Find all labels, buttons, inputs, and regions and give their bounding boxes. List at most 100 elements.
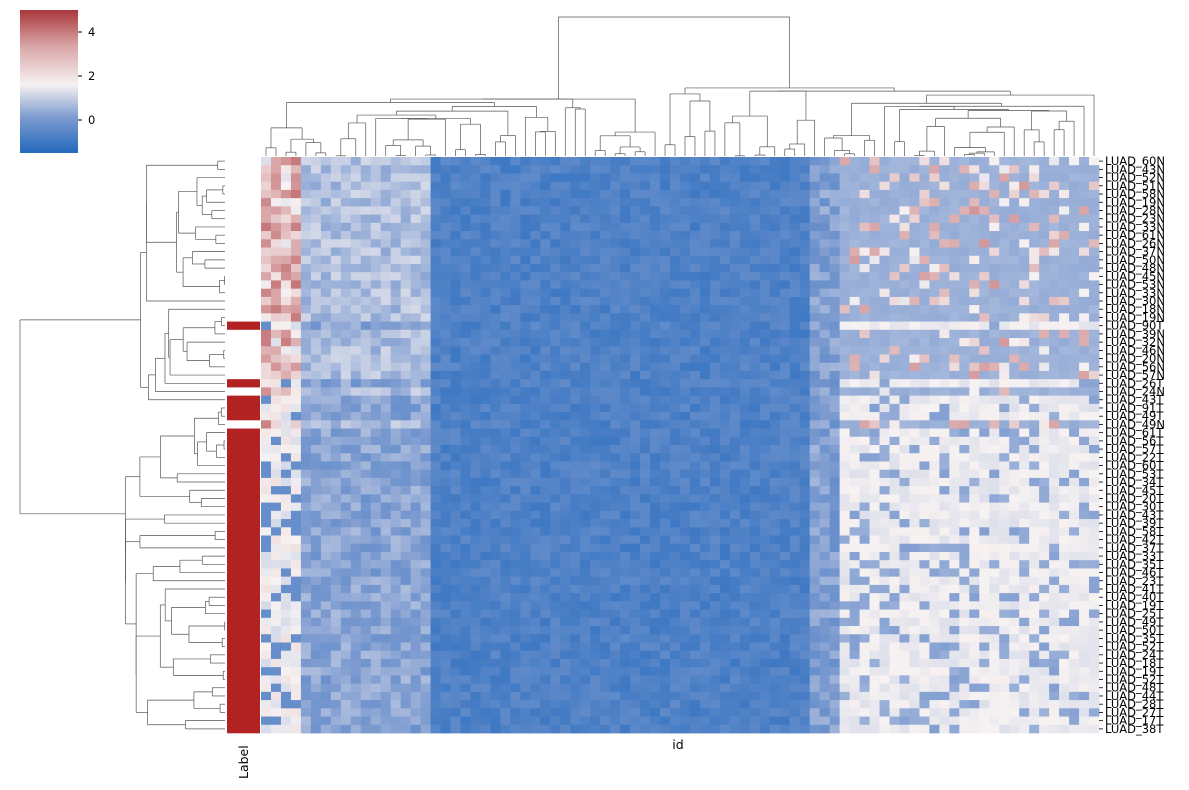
heatmap-cell [929,288,940,298]
heatmap-cell [829,436,841,446]
heatmap-cell [919,206,930,215]
heatmap-cell [450,288,461,298]
heatmap-cell [979,560,990,569]
heatmap-cell [899,535,910,545]
heatmap-cell [949,412,960,421]
heatmap-cell [620,338,631,347]
heatmap-cell [450,214,461,224]
heatmap-cell [879,551,890,561]
heatmap-cell [300,263,312,273]
heatmap-cell [490,370,501,380]
heatmap-cell [440,494,451,503]
heatmap-cell [1019,584,1030,594]
heatmap-cell [699,329,711,339]
heatmap-cell [1069,420,1080,429]
label-strip-cell [227,255,260,265]
heatmap-cell [739,453,751,462]
heatmap-cell [640,560,651,569]
heatmap-cell [650,486,661,495]
heatmap-cell [769,395,781,405]
heatmap-cell [1069,387,1080,397]
heatmap-cell [660,338,671,347]
heatmap-cell [410,255,422,265]
heatmap-cell [709,486,721,495]
heatmap-cell [1069,543,1080,553]
heatmap-cell [959,329,970,339]
heatmap-cell [560,272,571,281]
heatmap-cell [949,420,960,429]
heatmap-cell [829,313,841,322]
heatmap-cell [1059,354,1070,364]
heatmap-cell [1009,428,1020,438]
heatmap-cell [939,436,950,446]
heatmap-cell [640,173,651,183]
heatmap-cell [520,560,531,569]
heatmap-cell [490,436,501,446]
heatmap-cell [1069,379,1080,388]
heatmap-cell [749,445,761,454]
heatmap-cell [330,338,342,347]
heatmap-cell [749,420,761,429]
heatmap-cell [650,370,661,380]
heatmap-cell [699,584,711,594]
heatmap-cell [749,387,761,397]
heatmap-cell [620,189,631,199]
heatmap-cell [1049,510,1060,520]
heatmap-cell [460,329,471,339]
heatmap-cell [310,379,322,388]
heatmap-cell [729,231,741,240]
heatmap-cell [410,206,422,215]
heatmap-cell [470,428,481,438]
heatmap-cell [979,461,990,471]
heatmap-cell [689,420,701,429]
heatmap-cell [959,165,970,174]
heatmap-cell [1089,288,1100,298]
heatmap-cell [670,420,681,429]
heatmap-cell [300,412,312,421]
heatmap-cell [859,395,870,405]
heatmap-cell [1069,280,1080,290]
heatmap-cell [909,453,920,462]
heatmap-cell [390,370,402,380]
heatmap-cell [959,214,970,224]
heatmap-cell [1069,329,1080,339]
heatmap-cell [430,338,441,347]
heatmap-cell [759,263,771,273]
heatmap-cell [330,181,342,191]
heatmap-cell [560,247,571,257]
heatmap-cell [380,420,392,429]
heatmap-cell [929,403,940,413]
heatmap-cell [779,445,791,454]
heatmap-cell [280,584,292,594]
heatmap-cell [680,584,691,594]
heatmap-cell [310,173,322,183]
heatmap-cell [620,436,631,446]
heatmap-cell [360,272,372,281]
heatmap-cell [670,346,681,355]
heatmap-cell [929,280,940,290]
heatmap-cell [959,362,970,372]
heatmap-cell [899,576,910,586]
heatmap-cell [650,288,661,298]
heatmap-cell [580,263,591,273]
heatmap-cell [470,445,481,454]
heatmap-cell [660,305,671,314]
heatmap-cell [350,395,362,405]
heatmap-cell [600,477,611,487]
heatmap-cell [350,560,362,569]
heatmap-cell [330,510,342,520]
heatmap-cell [530,222,541,232]
heatmap-cell [330,305,342,314]
heatmap-cell [420,157,431,166]
heatmap-cell [719,486,731,495]
heatmap-cell [769,280,781,290]
heatmap-cell [1079,321,1090,331]
heatmap-cell [280,329,292,339]
heatmap-cell [500,502,511,512]
heatmap-cell [729,560,741,569]
heatmap-cell [909,296,920,306]
heatmap-cell [350,338,362,347]
heatmap-cell [590,576,601,586]
heatmap-cell [849,296,860,306]
heatmap-cell [610,428,621,438]
